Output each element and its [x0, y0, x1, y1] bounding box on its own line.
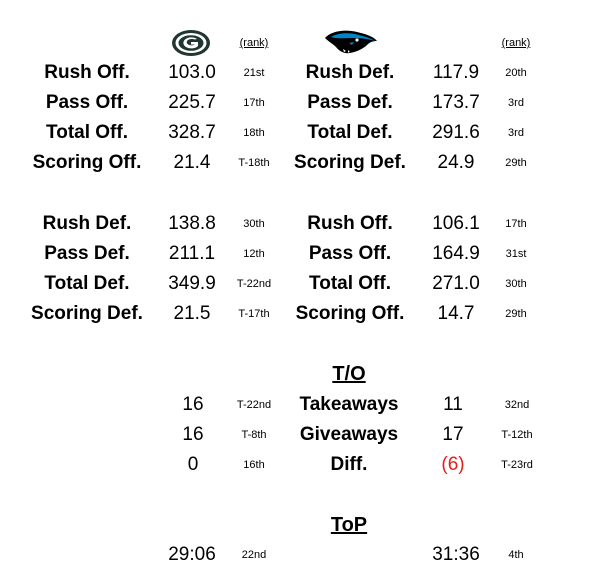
stat-value: 117.9 [432, 62, 480, 83]
stat-value: 103.0 [168, 62, 216, 83]
stat-value: 271.0 [432, 273, 480, 294]
turnover-value: 11 [443, 394, 463, 415]
stat-label: Scoring Off. [295, 303, 405, 324]
stat-label: Pass Off. [308, 243, 392, 264]
stat-value: 164.9 [432, 243, 480, 264]
stat-rank: T-22nd [236, 278, 272, 290]
stat-value: 24.9 [437, 152, 475, 173]
turnover-label: Diff. [330, 454, 368, 475]
turnover-value: 16 [182, 424, 204, 445]
turnover-label: Takeaways [299, 394, 399, 415]
top-rank: 22nd [241, 549, 267, 561]
stat-rank: 30th [505, 278, 527, 290]
turnover-rank: 32nd [504, 399, 530, 411]
stat-value: 291.6 [432, 122, 480, 143]
stat-label: Pass Def. [307, 92, 393, 113]
turnover-rank: T-22nd [236, 399, 272, 411]
packers-g-logo-icon [171, 29, 211, 57]
stat-label: Total Off. [46, 122, 128, 143]
turnover-rank: T-23rd [501, 459, 533, 471]
stat-value: 21.4 [173, 152, 211, 173]
stat-label: Total Off. [309, 273, 391, 294]
stat-label: Pass Def. [44, 243, 130, 264]
stat-rank: 17th [505, 218, 527, 230]
stat-label: Scoring Off. [32, 152, 142, 173]
stat-rank: 3rd [508, 127, 524, 139]
turnover-diff-negative: (6) [441, 454, 465, 475]
stat-label: Rush Def. [42, 213, 132, 234]
stat-value: 328.7 [168, 122, 216, 143]
stat-label: Scoring Def. [31, 303, 143, 324]
stat-label: Total Def. [44, 273, 130, 294]
stat-rank: 29th [505, 157, 527, 169]
turnover-value: 17 [442, 424, 464, 445]
stat-rank: T-17th [238, 308, 270, 320]
stat-label: Rush Def. [305, 62, 395, 83]
top-value: 29:06 [168, 544, 216, 565]
stat-label: Pass Off. [45, 92, 129, 113]
turnover-label: Giveaways [299, 424, 399, 445]
stat-rank: 21st [243, 67, 265, 79]
stat-rank: 17th [243, 97, 265, 109]
stat-rank: 30th [243, 218, 265, 230]
turnover-value: 16 [182, 394, 204, 415]
turnover-rank: T-8th [241, 429, 267, 441]
turnovers-title: T/O [332, 363, 366, 385]
stat-rank: 20th [505, 67, 527, 79]
top-rank: 4th [508, 549, 524, 561]
stat-value: 173.7 [432, 92, 480, 113]
stat-rank: T-18th [238, 157, 270, 169]
stat-label: Scoring Def. [294, 152, 406, 173]
stat-rank: 18th [243, 127, 265, 139]
stat-value: 138.8 [168, 213, 216, 234]
stat-rank: 12th [243, 248, 265, 260]
stat-label: Total Def. [307, 122, 393, 143]
top-title: ToP [330, 514, 368, 536]
stat-label: Rush Off. [307, 213, 393, 234]
panther-logo-icon [323, 28, 378, 56]
stat-value: 14.7 [437, 303, 475, 324]
stat-rank: 31st [505, 248, 527, 260]
stat-label: Rush Off. [44, 62, 130, 83]
stat-value: 349.9 [168, 273, 216, 294]
stat-value: 211.1 [168, 243, 216, 264]
rank-header-right: (rank) [501, 37, 531, 49]
stat-rank: 29th [505, 308, 527, 320]
stat-rank: 3rd [508, 97, 524, 109]
turnover-value: 0 [187, 454, 199, 475]
stat-value: 225.7 [168, 92, 216, 113]
top-value: 31:36 [432, 544, 480, 565]
turnover-rank: 16th [243, 459, 265, 471]
turnover-rank: T-12th [501, 429, 533, 441]
rank-header-left: (rank) [239, 37, 269, 49]
stat-value: 106.1 [432, 213, 480, 234]
stat-value: 21.5 [173, 303, 211, 324]
